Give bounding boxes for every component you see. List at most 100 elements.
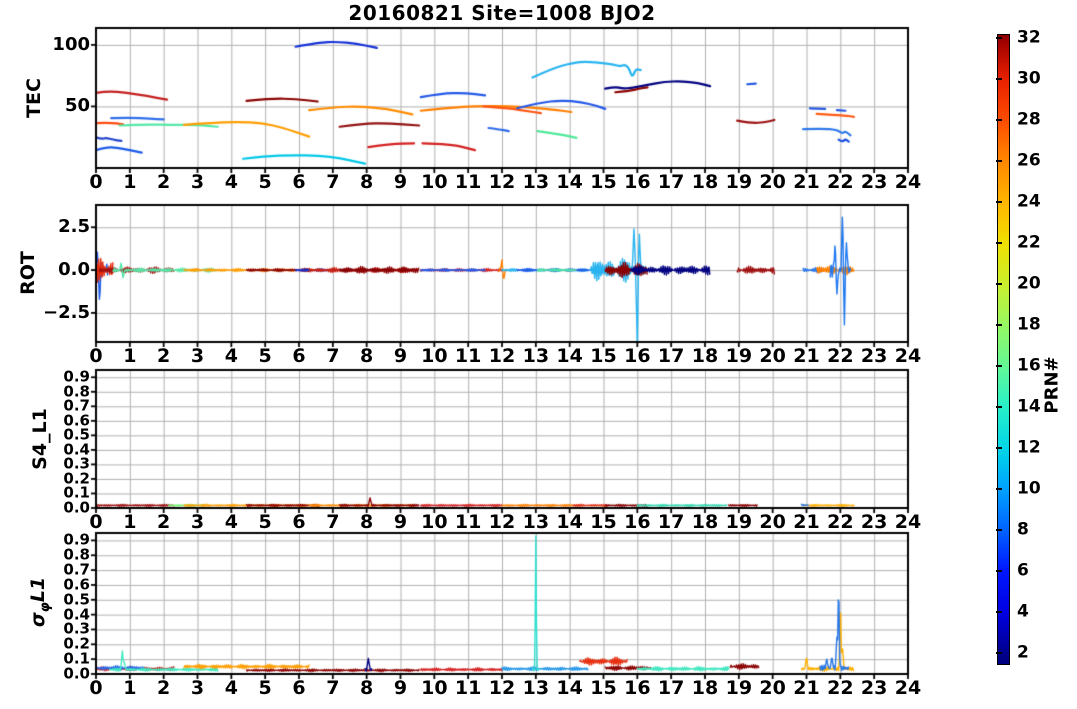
x-tick-label: 5 (258, 171, 272, 193)
y-tick-label: 0.0 (63, 664, 90, 683)
x-tick-label: 16 (624, 511, 651, 533)
x-tick-label: 15 (590, 345, 617, 367)
x-tick-label: 22 (827, 171, 854, 193)
x-tick-label: 5 (258, 511, 272, 533)
x-tick-label: 16 (624, 171, 651, 193)
x-tick-label: 6 (292, 511, 306, 533)
x-tick-label: 24 (894, 677, 922, 699)
y-tick-label: 0.8 (63, 545, 90, 564)
colorbar-tick-mark (996, 282, 1002, 285)
x-tick-label: 14 (556, 171, 583, 193)
x-tick-label: 12 (488, 171, 516, 193)
x-tick-label: 4 (224, 345, 238, 367)
x-tick-label: 15 (590, 171, 617, 193)
x-tick-label: 24 (894, 171, 922, 193)
colorbar-tick-label: 18 (1017, 314, 1041, 335)
y-tick-label: 0.3 (63, 454, 90, 473)
y-tick-label: 0.2 (63, 469, 90, 488)
y-tick-label: 0.8 (63, 382, 90, 401)
colorbar-tick-mark (996, 37, 1002, 40)
x-tick-label: 17 (657, 345, 685, 367)
y-tick-label: 0.1 (63, 483, 90, 502)
x-tick-label: 19 (725, 171, 753, 193)
x-tick-label: 1 (123, 171, 137, 193)
x-tick-label: 6 (292, 345, 306, 367)
colorbar-tick-mark (996, 487, 1002, 490)
x-tick-label: 5 (258, 345, 272, 367)
x-tick-label: 10 (421, 171, 448, 193)
x-tick-label: 4 (224, 171, 238, 193)
x-tick-label: 20 (759, 677, 786, 699)
x-tick-label: 21 (793, 677, 820, 699)
x-tick-label: 4 (224, 511, 238, 533)
x-tick-label: 10 (421, 511, 448, 533)
colorbar-tick-label: 16 (1017, 355, 1041, 376)
colorbar-tick-mark (996, 446, 1002, 449)
x-tick-label: 7 (326, 345, 340, 367)
x-tick-label: 8 (360, 171, 374, 193)
x-tick-label: 11 (454, 171, 482, 193)
x-tick-label: 23 (860, 345, 888, 367)
colorbar-tick-mark (996, 323, 1002, 326)
x-tick-label: 8 (360, 677, 374, 699)
y-tick-label: 0.9 (63, 367, 90, 386)
y-tick-label: 2.5 (58, 216, 90, 238)
x-tick-label: 6 (292, 171, 306, 193)
y-tick-label: 50 (64, 95, 90, 117)
x-tick-label: 21 (793, 345, 820, 367)
x-tick-label: 22 (827, 677, 854, 699)
colorbar-tick-mark (996, 119, 1002, 122)
x-tick-label: 13 (522, 677, 550, 699)
x-tick-label: 19 (725, 511, 753, 533)
x-tick-label: 8 (360, 345, 374, 367)
x-tick-label: 20 (759, 171, 786, 193)
x-tick-label: 7 (326, 511, 340, 533)
colorbar-tick-mark (996, 160, 1002, 163)
colorbar-tick-mark (996, 241, 1002, 244)
x-tick-label: 21 (793, 511, 820, 533)
x-tick-label: 20 (759, 345, 786, 367)
x-tick-label: 8 (360, 511, 374, 533)
colorbar-tick-label: 22 (1017, 232, 1041, 253)
x-tick-label: 23 (860, 677, 888, 699)
x-tick-label: 6 (292, 677, 306, 699)
x-tick-label: 1 (123, 511, 137, 533)
colorbar-tick-label: 6 (1017, 560, 1029, 581)
x-tick-label: 7 (326, 677, 340, 699)
x-tick-label: 3 (190, 345, 205, 367)
x-tick-label: 19 (725, 677, 753, 699)
colorbar-tick-mark (996, 405, 1002, 408)
x-tick-label: 16 (624, 677, 651, 699)
colorbar-tick-label: 2 (1017, 642, 1029, 663)
y-tick-label: 0.4 (63, 605, 90, 624)
y-tick-label: −2.5 (43, 301, 90, 323)
x-tick-label: 17 (657, 511, 685, 533)
y-tick-label: 0.9 (63, 530, 90, 549)
y-tick-label: 0.7 (63, 396, 90, 415)
colorbar-tick-label: 26 (1017, 150, 1041, 171)
y-tick-label: 0.0 (63, 498, 90, 517)
x-tick-label: 15 (590, 511, 617, 533)
x-tick-label: 4 (224, 677, 238, 699)
colorbar-tick-label: 10 (1017, 478, 1041, 499)
x-tick-label: 14 (556, 677, 583, 699)
colorbar-tick-label: 8 (1017, 519, 1029, 540)
x-tick-label: 17 (657, 677, 685, 699)
colorbar-tick-label: 4 (1017, 601, 1029, 622)
x-tick-label: 3 (190, 511, 205, 533)
y-tick-label: 0.1 (63, 649, 90, 668)
x-tick-label: 16 (624, 345, 651, 367)
x-tick-label: 13 (522, 345, 550, 367)
colorbar-tick-mark (996, 364, 1002, 367)
y-tick-label: 0.0 (58, 259, 90, 281)
x-tick-label: 3 (190, 677, 205, 699)
x-tick-label: 20 (759, 511, 786, 533)
x-tick-label: 1 (123, 345, 137, 367)
x-tick-label: 2 (157, 171, 171, 193)
x-tick-label: 22 (827, 345, 854, 367)
y-tick-label: 100 (52, 33, 90, 55)
colorbar-tick-label: 12 (1017, 437, 1041, 458)
colorbar-tick-mark (996, 200, 1002, 203)
colorbar-tick-label: 30 (1017, 68, 1041, 89)
